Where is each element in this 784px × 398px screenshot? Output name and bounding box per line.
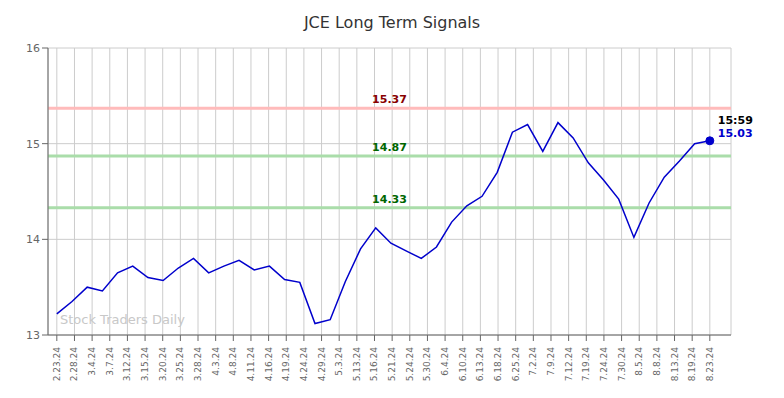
svg-text:8.23.24: 8.23.24 <box>705 347 715 382</box>
svg-text:6.13.24: 6.13.24 <box>475 347 485 382</box>
svg-text:5.3.24: 5.3.24 <box>334 347 344 376</box>
svg-text:6.18.24: 6.18.24 <box>493 347 503 382</box>
svg-text:15: 15 <box>26 138 40 151</box>
svg-text:15.37: 15.37 <box>372 93 407 106</box>
svg-text:14.33: 14.33 <box>372 193 407 206</box>
svg-text:8.5.24: 8.5.24 <box>634 347 644 376</box>
svg-text:5.24.24: 5.24.24 <box>405 347 415 382</box>
svg-text:8.13.24: 8.13.24 <box>670 347 680 382</box>
svg-text:5.21.24: 5.21.24 <box>387 347 397 382</box>
svg-text:6.4.24: 6.4.24 <box>440 347 450 376</box>
svg-text:4.16.24: 4.16.24 <box>264 347 274 382</box>
svg-text:8.19.24: 8.19.24 <box>687 347 697 382</box>
svg-text:14.87: 14.87 <box>372 141 407 154</box>
svg-text:7.24.24: 7.24.24 <box>599 347 609 382</box>
svg-text:3.28.24: 3.28.24 <box>193 347 203 382</box>
svg-text:2.28.24: 2.28.24 <box>69 347 79 382</box>
svg-text:7.2.24: 7.2.24 <box>528 347 538 376</box>
svg-text:15.03: 15.03 <box>718 127 753 140</box>
svg-text:7.9.24: 7.9.24 <box>546 347 556 376</box>
html-text:Stock Traders Daily: Stock Traders Daily <box>60 312 185 327</box>
svg-text:7.30.24: 7.30.24 <box>617 347 627 382</box>
svg-text:5.13.24: 5.13.24 <box>352 347 362 382</box>
svg-text:4.29.24: 4.29.24 <box>317 347 327 382</box>
svg-text:4.3.24: 4.3.24 <box>211 347 221 376</box>
svg-text:7.19.24: 7.19.24 <box>581 347 591 382</box>
html-text:JCE Long Term Signals: JCE Long Term Signals <box>303 13 481 32</box>
svg-text:3.12.24: 3.12.24 <box>122 347 132 382</box>
svg-text:3.7.24: 3.7.24 <box>105 347 115 376</box>
svg-text:7.12.24: 7.12.24 <box>564 347 574 382</box>
svg-text:6.25.24: 6.25.24 <box>511 347 521 382</box>
svg-text:3.20.24: 3.20.24 <box>158 347 168 382</box>
svg-text:8.8.24: 8.8.24 <box>652 347 662 376</box>
svg-text:5.16.24: 5.16.24 <box>369 347 379 382</box>
svg-text:15:59: 15:59 <box>718 114 753 127</box>
svg-text:2.23.24: 2.23.24 <box>52 347 62 382</box>
svg-text:6.10.24: 6.10.24 <box>458 347 468 382</box>
svg-text:3.25.24: 3.25.24 <box>175 347 185 382</box>
svg-text:4.24.24: 4.24.24 <box>299 347 309 382</box>
svg-text:4.8.24: 4.8.24 <box>228 347 238 376</box>
svg-text:3.4.24: 3.4.24 <box>87 347 97 376</box>
svg-text:4.11.24: 4.11.24 <box>246 347 256 382</box>
svg-text:13: 13 <box>26 329 40 342</box>
svg-text:14: 14 <box>26 233 40 246</box>
svg-text:16: 16 <box>26 42 40 55</box>
svg-text:5.30.24: 5.30.24 <box>422 347 432 382</box>
svg-text:4.19.24: 4.19.24 <box>281 347 291 382</box>
svg-text:3.15.24: 3.15.24 <box>140 347 150 382</box>
